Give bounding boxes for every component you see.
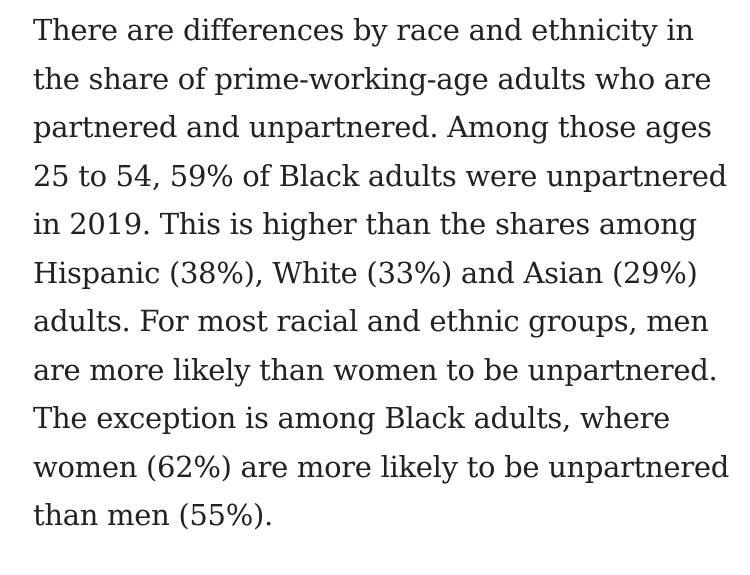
paragraph-line: partnered and unpartnered. Among those a… (33, 110, 712, 144)
paragraph-line: adults. For most racial and ethnic group… (33, 304, 709, 338)
paragraph-line: in 2019. This is higher than the shares … (33, 207, 697, 241)
paragraph-line: 25 to 54, 59% of Black adults were unpar… (33, 158, 727, 193)
paragraph-line: There are differences by race and ethnic… (33, 13, 694, 47)
paragraph-line: women (62%) are more likely to be unpart… (33, 449, 729, 484)
article-paragraph: There are differences by race and ethnic… (33, 6, 733, 540)
paragraph-line: than men (55%). (33, 498, 273, 532)
paragraph-line: the share of prime-working-age adults wh… (33, 61, 712, 96)
paragraph-line: Hispanic (38%), White (33%) and Asian (2… (33, 255, 698, 290)
paragraph-line: The exception is among Black adults, whe… (33, 401, 671, 435)
paragraph-line: are more likely than women to be unpartn… (33, 352, 718, 387)
